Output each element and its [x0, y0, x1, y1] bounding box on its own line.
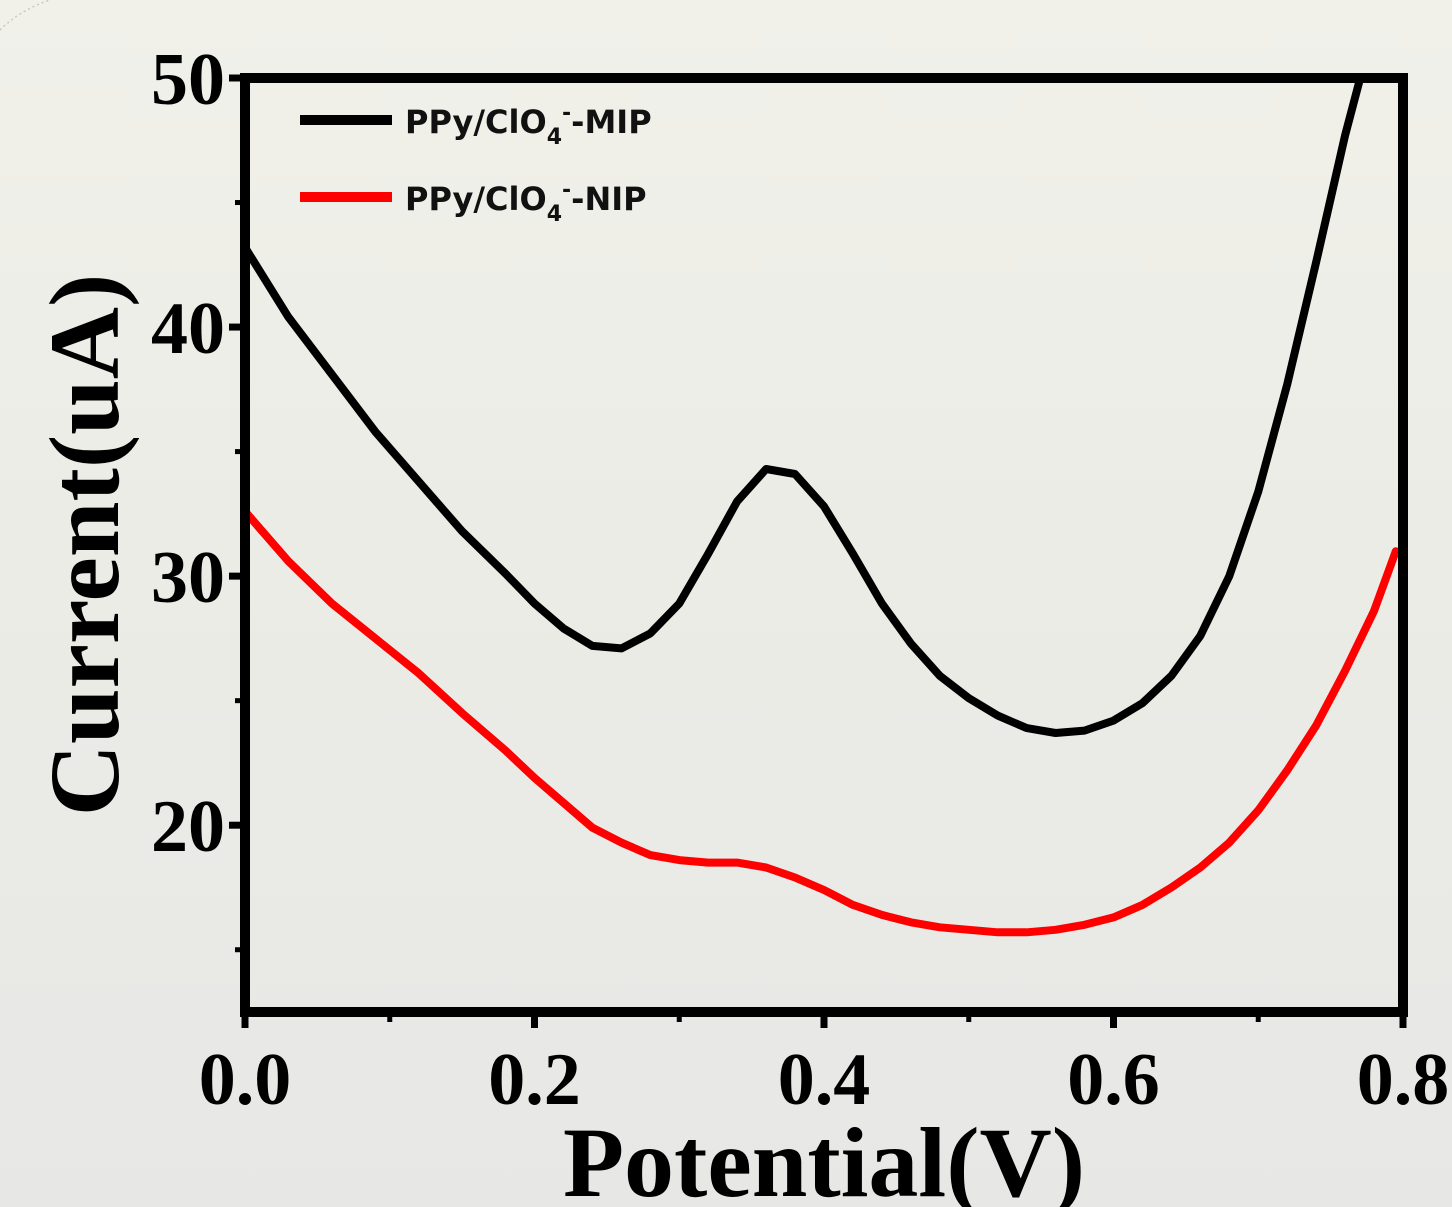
legend-label-2: PPy/ClO4--NIP: [405, 178, 647, 227]
x-tick-label: 0.2: [488, 1039, 581, 1121]
x-tick-label: 0.6: [1067, 1039, 1160, 1121]
legend: PPy/ClO4--MIP PPy/ClO4--NIP: [300, 101, 652, 227]
y-tick-label: 50: [151, 39, 225, 121]
x-tick-label: 0.8: [1357, 1039, 1450, 1121]
ticks-layer: 0.0 0.2 0.4 0.6 0.8 20 30 40 50: [151, 39, 1449, 1121]
series-layer: [245, 78, 1400, 937]
legend-label-1: PPy/ClO4--MIP: [405, 101, 652, 150]
x-tick-label: 0.0: [199, 1039, 292, 1121]
y-axis-title: Current(uA): [29, 274, 140, 817]
y-tick-label: 30: [151, 537, 225, 619]
x-axis-title: Potential(V): [563, 1107, 1085, 1207]
x-tick-label: 0.4: [778, 1039, 871, 1121]
series-line-1: [245, 78, 1365, 737]
series-line-2: [245, 507, 1400, 937]
plot-frame: [240, 73, 1408, 1017]
decorative-arc: [0, 0, 51, 31]
y-tick-label: 40: [151, 288, 225, 370]
y-tick-label: 20: [151, 786, 225, 868]
